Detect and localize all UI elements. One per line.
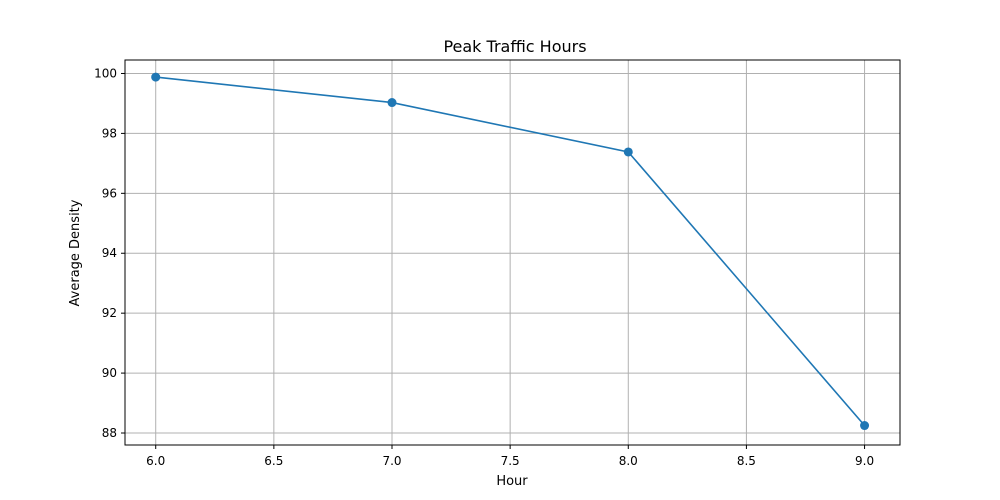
y-tick-label: 94 [102,246,117,260]
data-point [387,98,397,108]
axes-frame [124,59,901,446]
y-tick-label: 90 [102,366,117,380]
data-point [860,421,870,431]
ticks-layer: 6.0 6.5 7.0 7.5 8.0 8.5 9.0 88 90 92 94 96 98 100 [94,66,874,468]
data-point [623,147,633,157]
y-tick-label: 98 [102,126,117,140]
series-layer [151,72,870,431]
x-tick-label: 9.0 [855,454,874,468]
grid-layer [125,60,900,445]
y-axis-label: Average Density [68,199,83,306]
x-tick-label: 7.0 [382,454,401,468]
y-tick-label: 88 [102,426,117,440]
x-axis-label: Hour [496,474,528,489]
chart-title: Peak Traffic Hours [443,37,586,56]
data-point [151,72,161,82]
x-tick-label: 6.5 [264,454,283,468]
y-tick-label: 92 [102,306,117,320]
series-line [155,76,866,427]
y-tick-label: 96 [102,186,117,200]
x-tick-label: 7.5 [501,454,520,468]
x-tick-label: 8.0 [619,454,638,468]
y-tick-label: 100 [94,66,117,80]
x-tick-label: 6.0 [146,454,165,468]
x-tick-label: 8.5 [737,454,756,468]
